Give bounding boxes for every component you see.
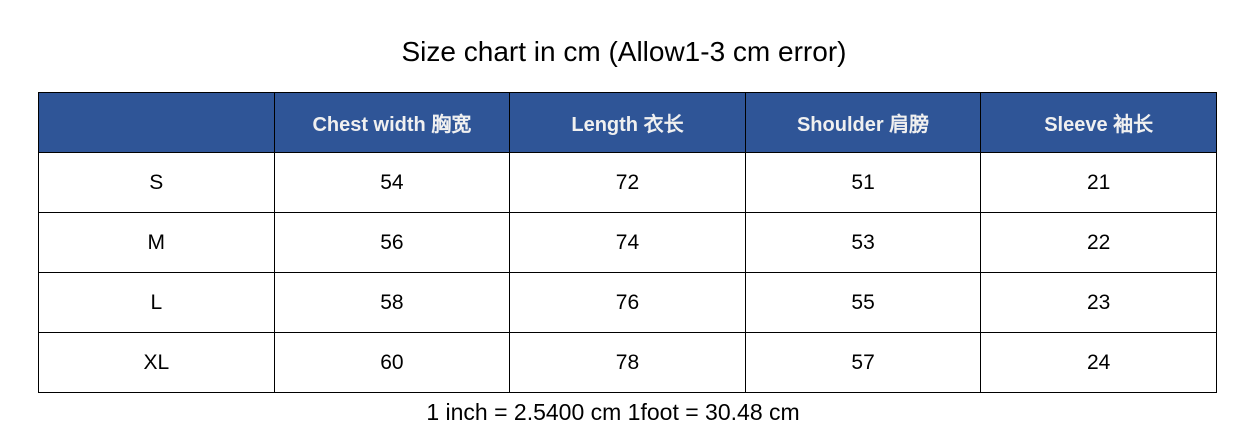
header-length: Length 衣长 (509, 92, 746, 153)
table-row: L 58 76 55 23 (38, 272, 1217, 333)
header-chest-width: Chest width 胸宽 (273, 92, 511, 153)
cell-chest-width: 54 (273, 152, 511, 213)
cell-sleeve: 22 (980, 212, 1217, 273)
size-table: Chest width 胸宽 Length 衣长 Shoulder 肩膀 Sle… (38, 92, 1217, 393)
cell-chest-width: 58 (273, 272, 511, 333)
table-row: XL 60 78 57 24 (38, 332, 1217, 393)
cell-length: 78 (509, 332, 746, 393)
header-sleeve: Sleeve 袖长 (980, 92, 1217, 153)
header-shoulder: Shoulder 肩膀 (744, 92, 982, 153)
cell-sleeve: 21 (980, 152, 1217, 213)
cell-sleeve: 23 (980, 272, 1217, 333)
cell-chest-width: 60 (273, 332, 511, 393)
cell-size: M (38, 212, 275, 273)
cell-chest-width: 56 (273, 212, 511, 273)
table-row: S 54 72 51 21 (38, 152, 1217, 213)
cell-length: 72 (509, 152, 746, 213)
cell-size: L (38, 272, 275, 333)
cell-size: S (38, 152, 275, 213)
header-size (38, 92, 275, 153)
table-header-row: Chest width 胸宽 Length 衣长 Shoulder 肩膀 Sle… (38, 92, 1217, 153)
conversion-note: 1 inch = 2.5400 cm 1foot = 30.48 cm (426, 399, 800, 425)
cell-length: 74 (509, 212, 746, 273)
cell-shoulder: 51 (744, 152, 982, 213)
cell-shoulder: 55 (744, 272, 982, 333)
cell-shoulder: 57 (744, 332, 982, 393)
cell-size: XL (38, 332, 275, 393)
cell-length: 76 (509, 272, 746, 333)
page-title: Size chart in cm (Allow1-3 cm error) (401, 36, 847, 67)
table-row: M 56 74 53 22 (38, 212, 1217, 273)
cell-shoulder: 53 (744, 212, 982, 273)
cell-sleeve: 24 (980, 332, 1217, 393)
